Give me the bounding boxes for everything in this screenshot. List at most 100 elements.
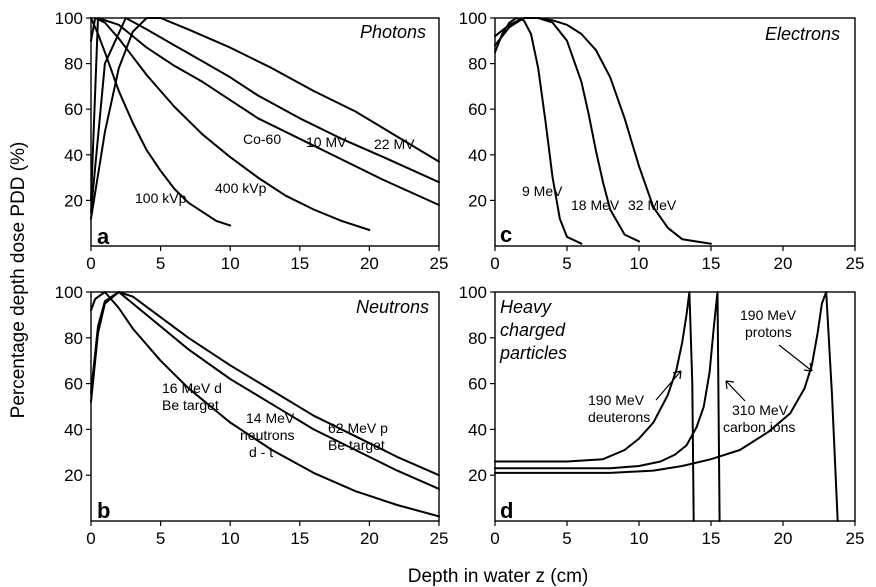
x-tick-label: 0 bbox=[86, 254, 95, 273]
x-tick-label: 0 bbox=[86, 529, 95, 548]
x-tick-label: 10 bbox=[221, 529, 240, 548]
arrow-carbon-head bbox=[725, 380, 735, 390]
series-line-9-mev bbox=[494, 17, 583, 245]
y-axis-label: Percentage depth dose PDD (%) bbox=[8, 142, 29, 419]
y-tick-label: 60 bbox=[64, 375, 83, 394]
arrow-protons bbox=[778, 344, 813, 372]
label-10mv: 10 MV bbox=[306, 134, 347, 150]
series-line-10-mv bbox=[90, 17, 440, 213]
y-tick-label: 80 bbox=[468, 55, 487, 74]
arrow-deuterons-head bbox=[672, 370, 682, 380]
label-14mev-neutrons: neutrons bbox=[240, 427, 294, 443]
label-16mev-be: Be target bbox=[162, 397, 219, 413]
label-18mev: 18 MeV bbox=[571, 197, 620, 213]
arrow-protons-head bbox=[803, 362, 813, 372]
label-400kvp: 400 kVp bbox=[215, 180, 267, 196]
arrow-carbon bbox=[725, 380, 746, 402]
panel-b-letter: b bbox=[97, 498, 110, 523]
x-tick-label: 15 bbox=[702, 254, 721, 273]
x-tick-label: 20 bbox=[360, 529, 379, 548]
series-line-100-kvp bbox=[90, 17, 232, 227]
y-tick-label: 60 bbox=[64, 100, 83, 119]
y-tick-label: 80 bbox=[64, 55, 83, 74]
y-tick-label: 40 bbox=[468, 146, 487, 165]
y-tick-label: 100 bbox=[55, 283, 83, 302]
label-310mev: 310 MeV bbox=[732, 402, 789, 418]
label-22mv: 22 MV bbox=[374, 136, 415, 152]
x-tick-label: 15 bbox=[702, 529, 721, 548]
x-tick-label: 20 bbox=[774, 254, 793, 273]
x-tick-label: 5 bbox=[156, 254, 165, 273]
y-tick-label: 100 bbox=[459, 9, 487, 28]
panel-neutrons: 0 5 10 15 20 25 20 40 60 80 100 bbox=[55, 283, 449, 548]
panel-d-frame bbox=[494, 291, 856, 522]
series-line-62-mev-p-be-target bbox=[90, 291, 440, 477]
label-190mev-d: 190 MeV bbox=[588, 392, 645, 408]
panel-a-letter: a bbox=[97, 224, 110, 249]
label-14mev: 14 MeV bbox=[246, 410, 295, 426]
panel-d-title-line2: charged bbox=[500, 320, 566, 340]
panel-heavy-charged-particles: 0 5 10 15 20 25 20 40 60 80 100 bbox=[459, 283, 865, 548]
x-tick-label: 25 bbox=[430, 254, 449, 273]
label-190mev-p: 190 MeV bbox=[740, 307, 797, 323]
panel-photons: 0 5 10 15 20 25 20 40 60 80 100 bbox=[55, 9, 449, 273]
y-tick-label: 60 bbox=[468, 100, 487, 119]
panel-d-title-line3: particles bbox=[499, 343, 567, 363]
x-tick-label: 5 bbox=[156, 529, 165, 548]
y-tick-label: 40 bbox=[64, 420, 83, 439]
x-tick-label: 10 bbox=[221, 254, 240, 273]
x-tick-label: 25 bbox=[846, 254, 865, 273]
annotation-arrows bbox=[655, 344, 813, 402]
y-tick-label: 80 bbox=[468, 329, 487, 348]
series-line-16-mev-d-be-target bbox=[90, 291, 440, 518]
x-tick-label: 25 bbox=[430, 529, 449, 548]
y-tick-label: 80 bbox=[64, 329, 83, 348]
label-16mev-d: 16 MeV d bbox=[162, 380, 222, 396]
y-tick-label: 100 bbox=[55, 9, 83, 28]
x-tick-label: 5 bbox=[562, 529, 571, 548]
series-line-400-kvp bbox=[90, 17, 371, 231]
series-line-14-mev-neutrons-d-t bbox=[90, 291, 440, 490]
x-tick-label: 20 bbox=[774, 529, 793, 548]
x-tick-label: 15 bbox=[290, 254, 309, 273]
panel-a-frame bbox=[90, 17, 440, 247]
label-9mev: 9 MeV bbox=[522, 183, 563, 199]
label-14mev-dt: d - t bbox=[249, 444, 273, 460]
series-line-22-mv bbox=[90, 17, 440, 220]
label-32mev: 32 MeV bbox=[628, 197, 677, 213]
x-tick-label: 10 bbox=[630, 529, 649, 548]
series-line-32-mev bbox=[494, 17, 712, 245]
panel-c-title: Electrons bbox=[765, 24, 840, 44]
series-line-190-mev-protons bbox=[494, 291, 839, 522]
x-tick-label: 25 bbox=[846, 529, 865, 548]
y-tick-label: 20 bbox=[468, 466, 487, 485]
panel-d-title-line1: Heavy bbox=[500, 297, 552, 317]
panel-d-letter: d bbox=[500, 498, 513, 523]
y-tick-label: 60 bbox=[468, 375, 487, 394]
x-tick-label: 0 bbox=[490, 254, 499, 273]
label-190mev-protons: protons bbox=[745, 324, 792, 340]
y-tick-label: 20 bbox=[468, 191, 487, 210]
x-tick-label: 5 bbox=[562, 254, 571, 273]
x-axis-label: Depth in water z (cm) bbox=[408, 566, 589, 587]
label-62mev-p: 62 MeV p bbox=[328, 420, 388, 436]
panel-b-title: Neutrons bbox=[356, 297, 429, 317]
label-co60: Co-60 bbox=[243, 131, 281, 147]
y-tick-label: 40 bbox=[64, 146, 83, 165]
y-tick-label: 100 bbox=[459, 283, 487, 302]
y-tick-label: 20 bbox=[64, 191, 83, 210]
label-190mev-deuterons: deuterons bbox=[588, 409, 650, 425]
label-310mev-carbon: carbon ions bbox=[723, 419, 795, 435]
series-line-co-60 bbox=[90, 17, 440, 206]
series-line-310-mev-carbon-ions bbox=[494, 291, 721, 522]
y-tick-label: 40 bbox=[468, 420, 487, 439]
x-tick-label: 20 bbox=[360, 254, 379, 273]
x-tick-label: 0 bbox=[490, 529, 499, 548]
panel-a-title: Photons bbox=[360, 22, 426, 42]
x-tick-label: 15 bbox=[290, 529, 309, 548]
arrow-deuterons bbox=[655, 370, 682, 401]
y-tick-label: 20 bbox=[64, 466, 83, 485]
panel-c-frame bbox=[494, 17, 856, 247]
panel-electrons: 0 5 10 15 20 25 20 40 60 80 100 bbox=[459, 9, 865, 273]
